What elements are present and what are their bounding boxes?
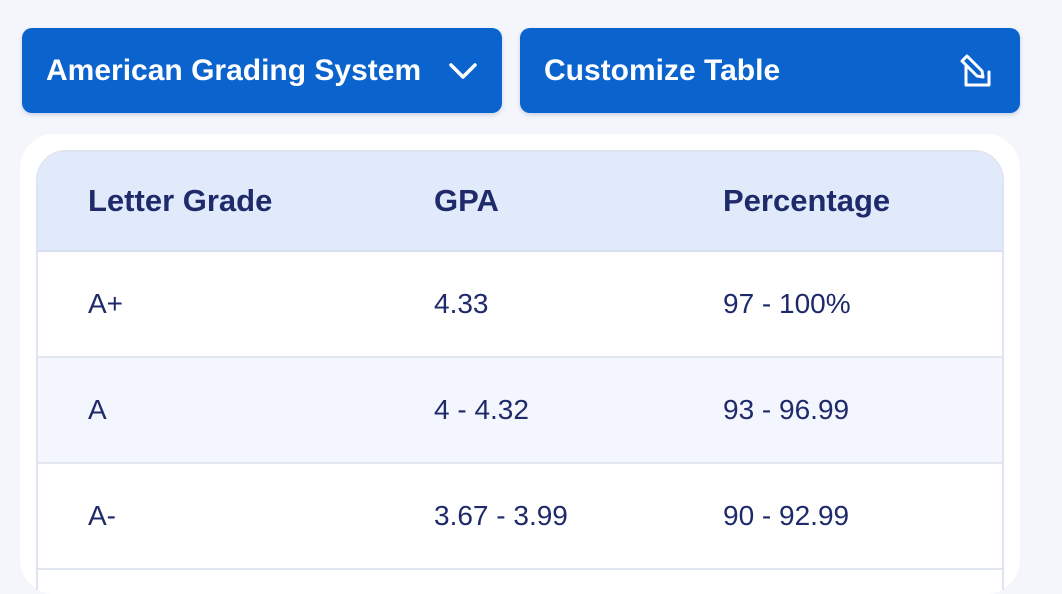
cell-letter-grade: A-: [88, 500, 116, 531]
cell-letter-grade: A+: [88, 288, 124, 319]
cell-percentage: 90 - 92.99: [723, 500, 850, 531]
table-header-row: Letter Grade GPA Percentage: [38, 152, 1002, 252]
chevron-down-icon: [448, 61, 478, 81]
grading-system-dropdown[interactable]: American Grading System: [22, 28, 502, 113]
grading-table: Letter Grade GPA Percentage A+ 4.33 97 -…: [36, 150, 1004, 590]
customize-table-button[interactable]: Customize Table: [520, 28, 1020, 113]
table-row: A- 3.67 - 3.99 90 - 92.99: [38, 464, 1002, 570]
edit-icon: [958, 52, 996, 90]
table-row: A 4 - 4.32 93 - 96.99: [38, 358, 1002, 464]
cell-gpa: 4 - 4.32: [434, 394, 529, 425]
grading-system-label: American Grading System: [46, 53, 422, 87]
cell-gpa: 3.67 - 3.99: [434, 500, 568, 531]
cell-percentage: 93 - 96.99: [723, 394, 850, 425]
table-row: A+ 4.33 97 - 100%: [38, 252, 1002, 358]
header-gpa: GPA: [434, 183, 499, 218]
cell-gpa: 4.33: [434, 288, 489, 319]
header-letter-grade: Letter Grade: [88, 183, 273, 218]
customize-table-label: Customize Table: [544, 53, 781, 87]
cell-letter-grade: A: [88, 394, 107, 425]
header-percentage: Percentage: [723, 183, 891, 218]
toolbar: American Grading System Customize Table: [22, 28, 1020, 113]
cell-percentage: 97 - 100%: [723, 288, 851, 319]
